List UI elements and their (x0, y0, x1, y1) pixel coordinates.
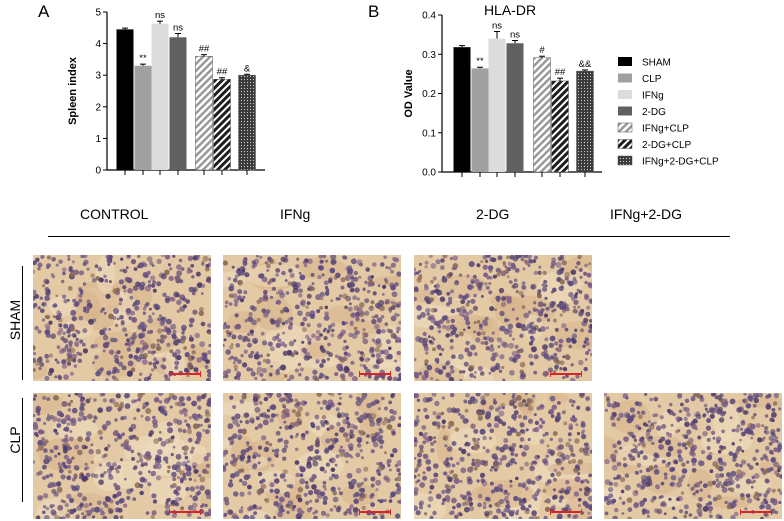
divider-line (48, 236, 730, 237)
y-tick-label: 0.0 (422, 168, 436, 179)
legend-swatch (618, 57, 632, 66)
row-label-clp: CLP (7, 426, 23, 454)
bar-2-dg-clp (551, 80, 569, 173)
scale-bar (550, 371, 582, 377)
y-tick-label: 0.1 (422, 128, 436, 139)
micrograph-sham-control (33, 255, 211, 381)
legend-swatch (618, 106, 632, 116)
legend-label: 2-DG+CLP (642, 140, 692, 151)
legend-label: IFNg+2-DG+CLP (642, 157, 719, 168)
y-tick-label: 1 (95, 134, 101, 145)
bar-clp (471, 68, 489, 172)
significance-label: && (579, 59, 592, 70)
scale-bar (550, 509, 582, 515)
y-tick-label: 5 (95, 8, 101, 19)
legend-swatch (617, 139, 633, 149)
significance-label: ** (476, 56, 484, 67)
scale-bar (359, 371, 391, 377)
significance-label: # (539, 45, 545, 56)
micrograph-clp-ifng (223, 393, 401, 519)
micrograph-sham-2dg (414, 255, 592, 381)
bar-ifng-clp (533, 57, 551, 173)
y-tick-label: 2 (95, 102, 101, 113)
micrograph-clp-control (33, 393, 211, 519)
bar-clp (134, 65, 152, 170)
micrograph-sham-ifng (223, 255, 401, 381)
micrograph-clp-ifng-2dg (604, 393, 782, 519)
significance-label: ## (555, 67, 566, 78)
legend: SHAM CLP IFNg 2-DG IFNg+CLP 2-DG+CLP IFNg+2-DG… (616, 55, 784, 190)
legend-swatch (617, 122, 633, 133)
significance-label: ** (139, 53, 147, 64)
significance-label: & (244, 63, 251, 74)
panel-a-letter: A (38, 2, 50, 21)
y-axis-label: OD Value (403, 69, 415, 117)
scale-bar (169, 371, 201, 377)
legend-label: IFNg+CLP (642, 124, 689, 135)
bar-ifng (151, 23, 169, 170)
y-tick-label: 4 (95, 39, 101, 50)
legend-swatch (618, 73, 632, 83)
bar-sham (453, 47, 471, 173)
significance-label: ns (510, 30, 520, 41)
y-tick-label: 0.2 (422, 89, 436, 100)
significance-label: ns (492, 20, 502, 31)
y-tick-label: 0.3 (422, 50, 436, 61)
y-tick-label: 0.4 (422, 11, 436, 22)
bar-2-dg (506, 43, 524, 173)
significance-label: ns (173, 22, 183, 33)
scale-bar (359, 509, 391, 515)
legend-label: SHAM (642, 58, 671, 69)
bar-ifng (488, 38, 506, 172)
panel-b-letter: B (368, 2, 380, 21)
column-label-ifng: IFNg (280, 206, 311, 222)
scale-bar (740, 509, 772, 515)
significance-label: ## (199, 44, 210, 55)
legend-swatch (617, 155, 633, 166)
legend-label: 2-DG (642, 107, 666, 118)
significance-label: ns (155, 10, 165, 21)
bar-2-dg-clp (213, 79, 231, 171)
column-label-ifng-2dg: IFNg+2-DG (610, 206, 682, 222)
bar-sham (116, 29, 134, 170)
legend-label: IFNg (642, 91, 664, 102)
row-label-sham: SHAM (7, 299, 23, 341)
bar-ifng-2-dg-clp (238, 74, 256, 171)
bar-ifng-clp (195, 55, 213, 171)
y-tick-label: 0 (95, 166, 101, 177)
bar-ifng-2-dg-clp (576, 70, 594, 173)
legend-swatch (618, 90, 632, 99)
y-axis-label: Spleen index (67, 56, 79, 125)
column-label-2dg: 2-DG (476, 206, 510, 222)
chart-title: HLA-DR (484, 2, 536, 18)
scale-bar (169, 509, 201, 515)
legend-label: CLP (642, 74, 662, 85)
row-divider-sham (22, 266, 23, 380)
y-tick-label: 3 (95, 71, 101, 82)
row-divider-clp (22, 398, 23, 502)
significance-label: ## (217, 67, 228, 78)
micrograph-clp-2dg (414, 393, 592, 519)
column-label-control: CONTROL (80, 206, 149, 222)
bar-2-dg (169, 37, 187, 170)
